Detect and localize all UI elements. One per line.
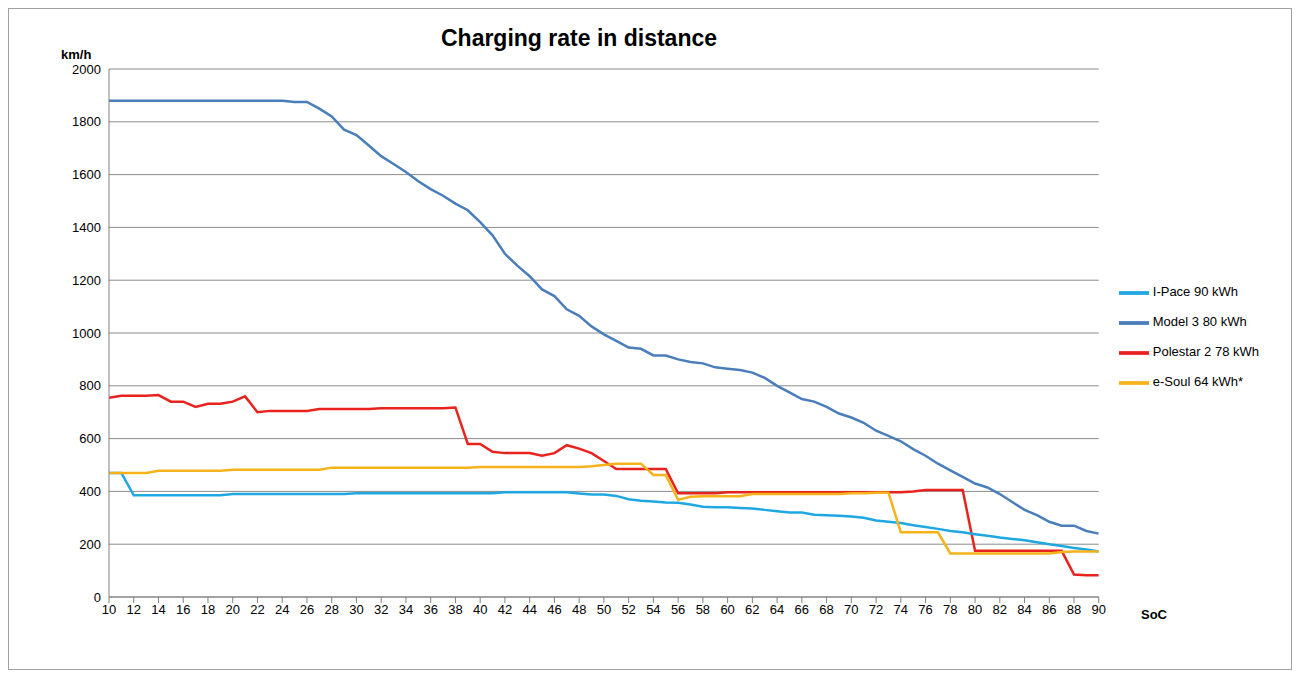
svg-text:46: 46 [547, 602, 561, 617]
svg-text:70: 70 [844, 602, 858, 617]
svg-text:40: 40 [473, 602, 487, 617]
svg-text:84: 84 [1017, 602, 1031, 617]
svg-text:400: 400 [79, 484, 101, 499]
svg-text:10: 10 [102, 602, 116, 617]
html-text:I-Pace 90 kWh: I-Pace 90 kWh [1152, 284, 1238, 300]
svg-text:18: 18 [201, 602, 215, 617]
svg-text:36: 36 [423, 602, 437, 617]
html-text:Polestar 2 78 kWh: Polestar 2 78 kWh [1152, 344, 1259, 360]
svg-text:58: 58 [696, 602, 710, 617]
html-text:Charging rate in distance: Charging rate in distance [441, 25, 717, 51]
svg-text:62: 62 [745, 602, 759, 617]
svg-text:1000: 1000 [72, 326, 101, 341]
svg-text:52: 52 [621, 602, 635, 617]
svg-text:0: 0 [94, 590, 101, 605]
svg-text:90: 90 [1092, 602, 1106, 617]
svg-text:76: 76 [918, 602, 932, 617]
svg-text:1600: 1600 [72, 167, 101, 182]
svg-text:14: 14 [151, 602, 165, 617]
html-text:e-Soul 64 kWh*: e-Soul 64 kWh* [1152, 374, 1244, 390]
svg-text:1800: 1800 [72, 114, 101, 129]
svg-text:26: 26 [300, 602, 314, 617]
svg-text:50: 50 [597, 602, 611, 617]
svg-text:28: 28 [324, 602, 338, 617]
svg-text:78: 78 [943, 602, 957, 617]
svg-text:60: 60 [720, 602, 734, 617]
html-text:Model 3 80 kWh: Model 3 80 kWh [1152, 314, 1247, 330]
html-text:SoC: SoC [1141, 607, 1167, 622]
svg-text:64: 64 [770, 602, 784, 617]
svg-text:600: 600 [79, 431, 101, 446]
svg-text:22: 22 [250, 602, 264, 617]
svg-text:20: 20 [225, 602, 239, 617]
svg-text:800: 800 [79, 378, 101, 393]
svg-text:42: 42 [498, 602, 512, 617]
svg-text:30: 30 [349, 602, 363, 617]
svg-text:54: 54 [646, 602, 660, 617]
svg-text:86: 86 [1042, 602, 1056, 617]
svg-text:56: 56 [671, 602, 685, 617]
svg-text:74: 74 [894, 602, 908, 617]
svg-text:2000: 2000 [72, 62, 101, 77]
svg-text:1400: 1400 [72, 220, 101, 235]
svg-text:200: 200 [79, 537, 101, 552]
svg-text:68: 68 [819, 602, 833, 617]
svg-text:16: 16 [176, 602, 190, 617]
html-text:km/h: km/h [61, 47, 92, 62]
svg-text:48: 48 [572, 602, 586, 617]
svg-text:72: 72 [869, 602, 883, 617]
svg-text:38: 38 [448, 602, 462, 617]
svg-text:66: 66 [795, 602, 809, 617]
svg-text:12: 12 [127, 602, 141, 617]
svg-text:32: 32 [374, 602, 388, 617]
svg-text:80: 80 [968, 602, 982, 617]
svg-text:24: 24 [275, 602, 289, 617]
svg-text:34: 34 [399, 602, 413, 617]
svg-text:88: 88 [1067, 602, 1081, 617]
svg-text:82: 82 [993, 602, 1007, 617]
svg-text:1200: 1200 [72, 273, 101, 288]
svg-text:44: 44 [522, 602, 536, 617]
